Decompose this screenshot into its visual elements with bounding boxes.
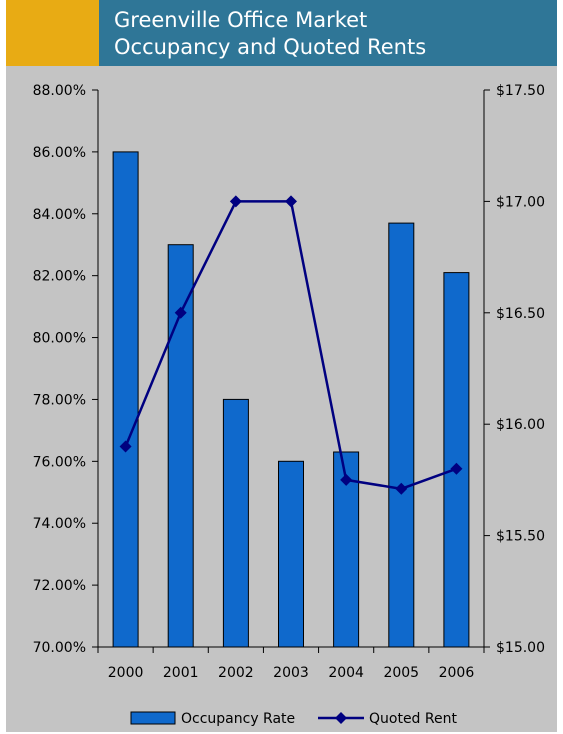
bar-2000: [113, 152, 138, 647]
x-tick-label: 2005: [383, 665, 419, 681]
legend: Occupancy Rate Quoted Rent: [131, 711, 457, 727]
left-tick-label: 78.00%: [33, 392, 86, 408]
legend-label-quoted-rent: Quoted Rent: [369, 711, 457, 727]
bar-2006: [444, 273, 469, 647]
left-tick-label: 70.00%: [33, 640, 86, 656]
x-tick-label: 2004: [328, 665, 364, 681]
bar-series-occupancy-rate: [113, 152, 469, 647]
bar-2001: [168, 245, 193, 647]
right-tick-label: $17.50: [496, 83, 545, 99]
left-tick-label: 76.00%: [33, 454, 86, 470]
right-tick-label: $16.50: [496, 306, 545, 322]
left-tick-label: 86.00%: [33, 145, 86, 161]
left-tick-label: 80.00%: [33, 331, 86, 347]
right-tick-label: $15.50: [496, 529, 545, 545]
right-tick-label: $16.00: [496, 417, 545, 433]
quoted-rent-marker-2002: [230, 195, 242, 207]
x-tick-label: 2000: [108, 665, 144, 681]
left-tick-label: 88.00%: [33, 83, 86, 99]
left-tick-label: 74.00%: [33, 516, 86, 532]
left-tick-label: 72.00%: [33, 578, 86, 594]
right-tick-label: $15.00: [496, 640, 545, 656]
left-tick-label: 82.00%: [33, 269, 86, 285]
legend-marker-quoted-rent: [335, 712, 347, 724]
legend-label-occupancy-rate: Occupancy Rate: [181, 711, 295, 727]
bar-2005: [389, 223, 414, 647]
quoted-rent-marker-2003: [285, 195, 297, 207]
right-tick-label: $17.00: [496, 194, 545, 210]
bar-2002: [223, 399, 248, 647]
x-tick-label: 2002: [218, 665, 254, 681]
left-tick-label: 84.00%: [33, 207, 86, 223]
x-tick-label: 2006: [439, 665, 475, 681]
legend-swatch-occupancy-rate: [131, 712, 175, 724]
x-tick-label: 2003: [273, 665, 309, 681]
x-tick-label: 2001: [163, 665, 199, 681]
bar-2003: [279, 461, 304, 647]
